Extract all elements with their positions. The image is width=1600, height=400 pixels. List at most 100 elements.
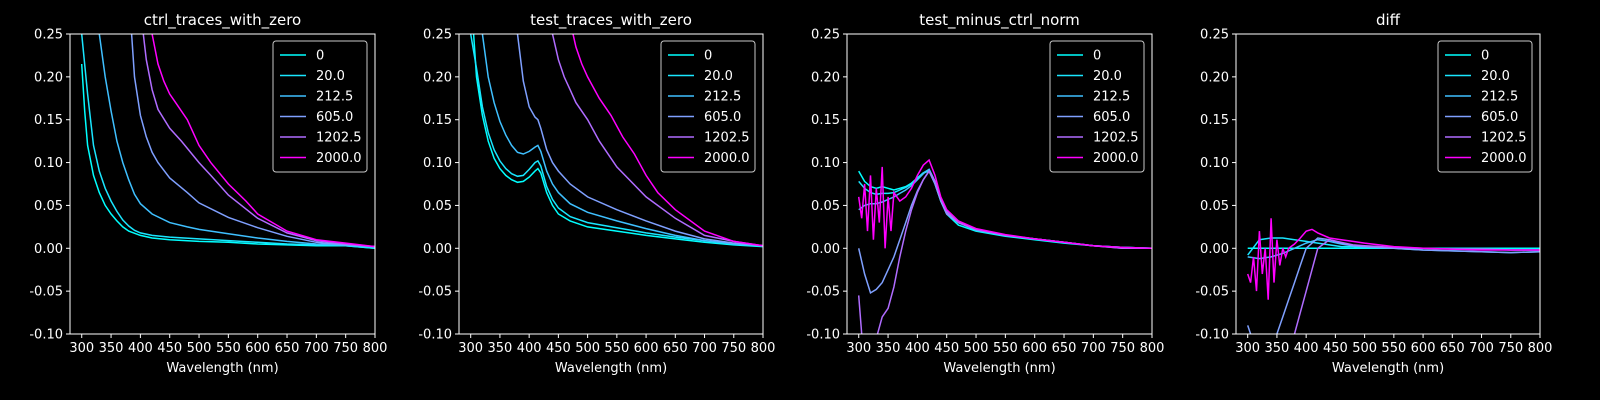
series-line-1202.5 [857, 169, 1152, 334]
y-tick-label: 0.25 [1200, 28, 1229, 43]
y-tick-label: 0.20 [34, 70, 63, 85]
x-tick-label: 800 [1528, 341, 1553, 356]
legend-label: 212.5 [704, 90, 741, 105]
x-tick-label: 750 [1498, 341, 1523, 356]
legend-label: 2000.0 [1481, 151, 1527, 166]
x-tick-label: 400 [128, 341, 153, 356]
y-tick-label: -0.10 [1195, 328, 1229, 343]
x-tick-label: 300 [69, 341, 94, 356]
y-tick-label: 0.15 [1200, 113, 1229, 128]
x-tick-label: 450 [546, 341, 571, 356]
x-tick-label: 500 [187, 341, 212, 356]
legend-label: 1202.5 [1093, 131, 1139, 146]
x-tick-label: 700 [304, 341, 329, 356]
legend-label: 0 [1481, 49, 1489, 64]
y-tick-label: -0.10 [29, 328, 63, 343]
series-line-2000.0 [572, 34, 763, 247]
y-tick-label: 0.10 [811, 156, 840, 171]
y-tick-label: 0.15 [423, 113, 452, 128]
x-tick-label: 300 [846, 341, 871, 356]
series-line-1202.5 [551, 34, 763, 247]
legend: 0 20.0 212.5 605.0 1202.5 2000.0 [1437, 40, 1533, 173]
legend-label: 2000.0 [316, 151, 362, 166]
chart-panel-2: 300 350 400 450 500 550 600 650 700 750 800 -0.10 -0… [418, 11, 775, 376]
y-tick-label: 0.15 [34, 113, 63, 128]
y-tick-label: 0.00 [1200, 242, 1229, 257]
series-line-2000.0 [1246, 218, 1540, 300]
series-group [469, 34, 763, 248]
x-tick-label: 350 [876, 341, 901, 356]
x-tick-label: 700 [1081, 341, 1106, 356]
legend-box [1049, 40, 1145, 173]
x-tick-label: 500 [575, 341, 600, 356]
chart-panel-3: 300 350 400 450 500 550 600 650 700 750 800 -0.10 -0… [806, 11, 1164, 376]
legend-label: 605.0 [316, 110, 353, 125]
x-tick-label: 600 [1022, 341, 1047, 356]
y-tick-label: 0.10 [34, 156, 63, 171]
chart-title: test_traces_with_zero [530, 11, 692, 30]
series-line-1202.5 [142, 34, 375, 248]
legend-label: 1202.5 [704, 131, 750, 146]
series-line-0 [472, 34, 763, 248]
x-tick-label: 550 [993, 341, 1018, 356]
x-axis-label: Wavelength (nm) [555, 361, 667, 376]
y-tick-label: 0.05 [811, 199, 840, 214]
x-tick-label: 550 [216, 341, 241, 356]
y-tick-label: -0.05 [1195, 285, 1229, 300]
x-axis-label: Wavelength (nm) [943, 361, 1055, 376]
x-tick-label: 450 [1323, 341, 1348, 356]
series-line-212.5 [481, 34, 763, 247]
x-tick-label: 350 [99, 341, 124, 356]
legend-box [272, 40, 368, 173]
legend-label: 0 [704, 49, 712, 64]
x-tick-label: 650 [1052, 341, 1077, 356]
x-axis-label: Wavelength (nm) [166, 361, 278, 376]
x-tick-label: 750 [1110, 341, 1135, 356]
x-tick-label: 400 [905, 341, 930, 356]
x-tick-label: 800 [363, 341, 388, 356]
series-line-605.0 [130, 34, 375, 248]
chart-panel-1: 300 350 400 450 500 550 600 650 700 750 800 -0.10 -0… [29, 11, 387, 376]
x-tick-label: 350 [1265, 341, 1290, 356]
series-line-20.0 [1247, 237, 1540, 256]
legend-label: 605.0 [704, 110, 741, 125]
series-line-605.0 [516, 34, 763, 247]
x-tick-label: 500 [964, 341, 989, 356]
legend-label: 20.0 [316, 69, 345, 84]
y-tick-label: 0.20 [811, 70, 840, 85]
series-line-0 [80, 63, 375, 250]
x-tick-label: 800 [751, 341, 776, 356]
series-line-2000.0 [857, 158, 1152, 250]
y-tick-label: -0.05 [418, 285, 452, 300]
y-tick-label: -0.05 [29, 285, 63, 300]
series-group [80, 34, 375, 250]
y-tick-label: 0.05 [1200, 199, 1229, 214]
legend-label: 2000.0 [1093, 151, 1139, 166]
x-tick-label: 550 [1381, 341, 1406, 356]
legend-label: 20.0 [1093, 69, 1122, 84]
x-tick-label: 650 [663, 341, 688, 356]
plot-frame [69, 33, 376, 335]
legend-label: 0 [1093, 49, 1101, 64]
plot-frame [846, 33, 1153, 335]
y-tick-label: 0.25 [423, 28, 452, 43]
x-tick-label: 750 [333, 341, 358, 356]
x-tick-label: 700 [1469, 341, 1494, 356]
legend-label: 605.0 [1093, 110, 1130, 125]
x-tick-label: 650 [1440, 341, 1465, 356]
y-tick-label: -0.05 [806, 285, 840, 300]
x-tick-label: 600 [1411, 341, 1436, 356]
x-tick-label: 550 [604, 341, 629, 356]
x-tick-label: 700 [692, 341, 717, 356]
x-tick-label: 750 [721, 341, 746, 356]
legend-label: 2000.0 [704, 151, 750, 166]
x-tick-label: 800 [1140, 341, 1165, 356]
series-line-212.5 [98, 34, 375, 248]
x-tick-label: 400 [517, 341, 542, 356]
y-tick-label: 0.10 [423, 156, 452, 171]
y-tick-label: 0.15 [811, 113, 840, 128]
x-tick-label: 450 [157, 341, 182, 356]
x-tick-label: 500 [1352, 341, 1377, 356]
